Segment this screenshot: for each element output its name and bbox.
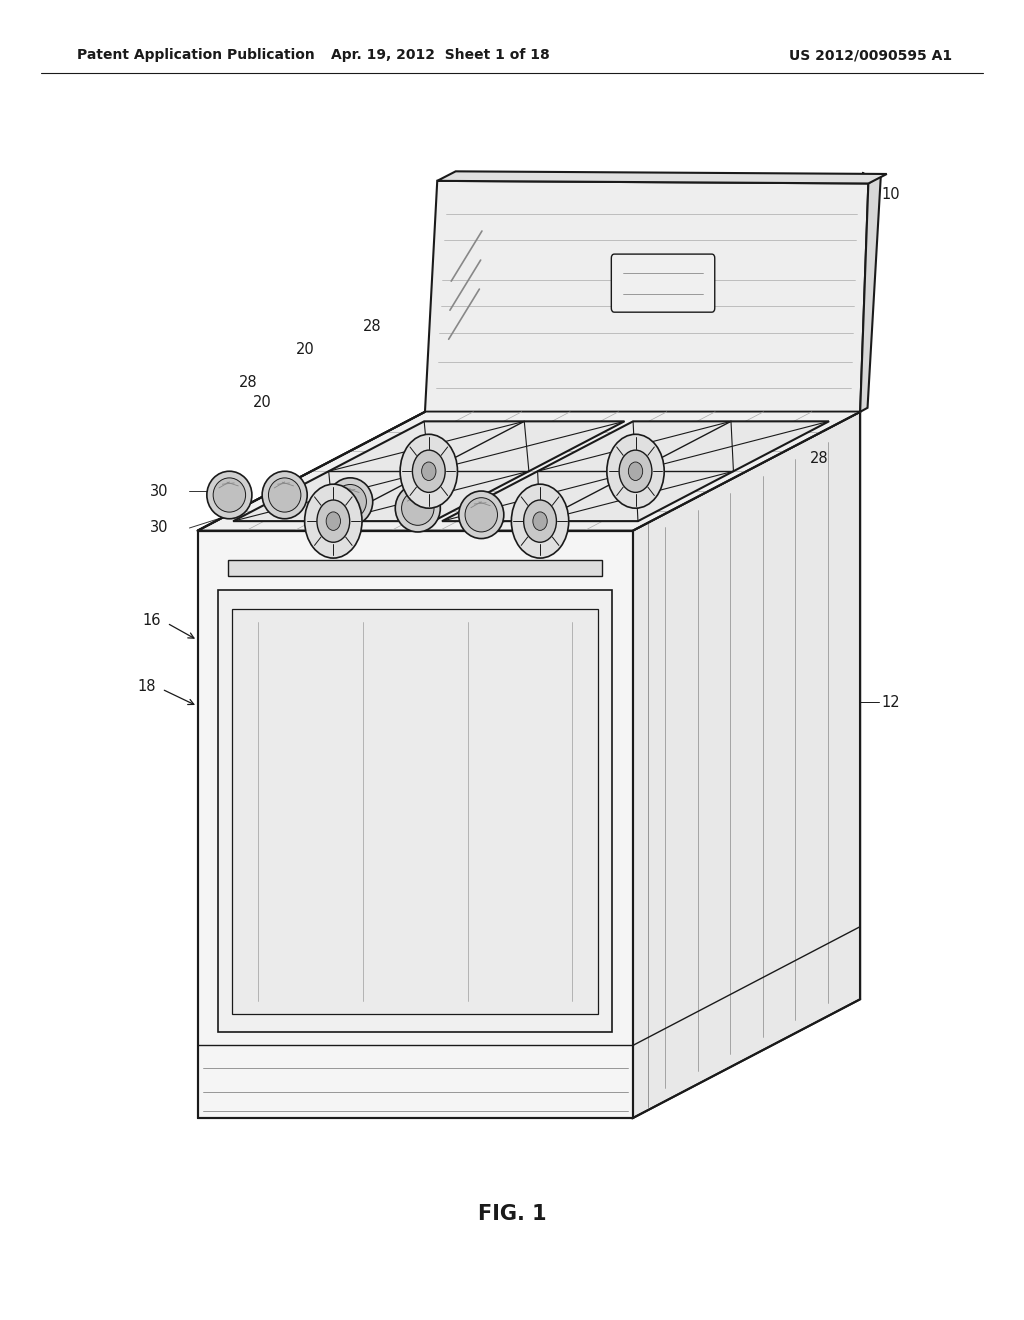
Circle shape: [511, 484, 568, 558]
Text: 10: 10: [882, 186, 900, 202]
Text: 28: 28: [482, 579, 501, 595]
Circle shape: [327, 512, 341, 531]
Circle shape: [523, 500, 556, 543]
Polygon shape: [633, 412, 860, 1118]
Polygon shape: [218, 590, 612, 1032]
Polygon shape: [228, 560, 602, 576]
Text: 30: 30: [150, 520, 168, 536]
Text: 20: 20: [253, 395, 271, 411]
Text: 30: 30: [441, 573, 460, 589]
Text: 18: 18: [137, 678, 156, 694]
Text: 30: 30: [490, 627, 509, 643]
Circle shape: [413, 450, 445, 492]
Text: 30: 30: [150, 483, 168, 499]
Text: Patent Application Publication: Patent Application Publication: [77, 49, 314, 62]
Text: 28: 28: [362, 318, 381, 334]
Ellipse shape: [401, 491, 434, 525]
Text: 20: 20: [539, 470, 557, 486]
Text: US 2012/0090595 A1: US 2012/0090595 A1: [790, 49, 952, 62]
Circle shape: [532, 512, 547, 531]
Polygon shape: [425, 181, 868, 412]
Polygon shape: [860, 176, 881, 412]
Polygon shape: [437, 172, 887, 183]
Text: 28: 28: [239, 375, 257, 391]
Ellipse shape: [262, 471, 307, 519]
Polygon shape: [232, 609, 598, 1014]
Circle shape: [607, 434, 665, 508]
Ellipse shape: [465, 498, 498, 532]
Polygon shape: [442, 421, 828, 521]
Text: 14: 14: [534, 425, 552, 441]
Text: 20: 20: [296, 342, 314, 358]
Text: Apr. 19, 2012  Sheet 1 of 18: Apr. 19, 2012 Sheet 1 of 18: [331, 49, 550, 62]
Text: FIG. 1: FIG. 1: [477, 1204, 547, 1225]
Circle shape: [422, 462, 436, 480]
FancyBboxPatch shape: [611, 253, 715, 313]
Polygon shape: [198, 412, 860, 531]
Text: 20: 20: [569, 529, 588, 545]
Ellipse shape: [395, 484, 440, 532]
Circle shape: [620, 450, 652, 492]
Ellipse shape: [207, 471, 252, 519]
Circle shape: [629, 462, 643, 480]
Circle shape: [400, 434, 458, 508]
Circle shape: [317, 500, 350, 543]
Text: 16: 16: [142, 612, 161, 628]
Ellipse shape: [334, 484, 367, 519]
Circle shape: [305, 484, 362, 558]
Polygon shape: [198, 531, 633, 1118]
Ellipse shape: [328, 478, 373, 525]
Ellipse shape: [213, 478, 246, 512]
Polygon shape: [233, 421, 625, 521]
Ellipse shape: [268, 478, 301, 512]
Text: 28: 28: [810, 450, 828, 466]
Text: 12: 12: [882, 694, 900, 710]
Ellipse shape: [459, 491, 504, 539]
